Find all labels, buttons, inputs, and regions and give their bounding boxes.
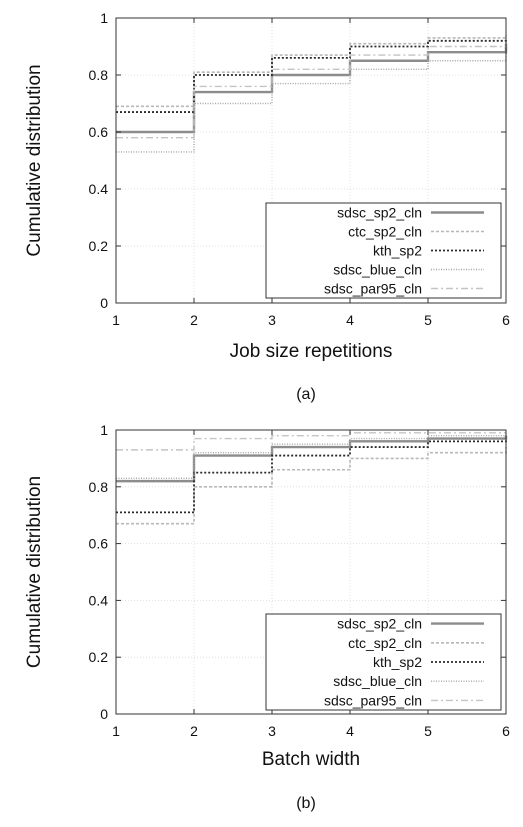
x-tick-label: 2	[190, 723, 198, 739]
x-tick-label: 3	[268, 723, 276, 739]
legend-label: sdsc_sp2_cln	[337, 616, 422, 632]
series-line-sdsc_blue_cln	[116, 434, 506, 479]
series-line-sdsc_blue_cln	[116, 52, 507, 153]
x-axis-label: Batch width	[262, 749, 360, 770]
x-tick-label: 4	[346, 723, 354, 739]
y-tick-label: 0.6	[89, 536, 109, 552]
y-tick-label: 0	[100, 706, 108, 722]
series-group	[116, 35, 508, 153]
legend-label: sdsc_blue_cln	[333, 673, 422, 689]
x-tick-label: 1	[112, 723, 120, 739]
y-tick-label: 0	[100, 295, 108, 311]
series-line-sdsc_par95_cln	[116, 40, 507, 139]
y-tick-label: 1	[100, 10, 108, 26]
x-tick-label: 3	[268, 312, 276, 328]
series-group	[116, 432, 508, 525]
legend: sdsc_sp2_cln ctc_sp2_cln kth_sp2 sdsc_blue_…	[265, 202, 502, 299]
y-tick-label: 0.2	[89, 238, 109, 254]
legend-label: kth_sp2	[373, 243, 422, 259]
legend-label: sdsc_blue_cln	[333, 262, 422, 278]
legend-box	[265, 613, 502, 711]
series-line-kth_sp2	[116, 37, 507, 113]
y-tick-label: 0.4	[89, 181, 109, 197]
y-tick-label: 0.8	[89, 67, 109, 83]
legend-label: sdsc_sp2_cln	[337, 205, 422, 221]
x-tick-label: 1	[112, 312, 120, 328]
legend-label: ctc_sp2_cln	[348, 224, 422, 240]
legend-box	[265, 202, 502, 299]
panel-caption: (b)	[296, 795, 316, 812]
y-axis-label: Cumulative distribution	[24, 476, 45, 668]
plot-frame	[115, 17, 507, 304]
legend: sdsc_sp2_cln ctc_sp2_cln kth_sp2 sdsc_blue_…	[265, 613, 502, 711]
legend-label: kth_sp2	[373, 654, 422, 670]
x-tick-label: 6	[502, 312, 510, 328]
panel-caption: (a)	[296, 386, 316, 403]
x-tick-label: 5	[424, 312, 432, 328]
series-line-kth_sp2	[116, 438, 507, 514]
y-tick-label: 0.6	[89, 124, 109, 140]
y-tick-label: 0.2	[89, 649, 109, 665]
y-tick-label: 1	[100, 422, 108, 438]
series-line-sdsc_par95_cln	[116, 432, 506, 451]
x-tick-label: 2	[190, 312, 198, 328]
x-tick-label: 4	[346, 312, 354, 328]
series-line-sdsc_sp2_cln	[116, 435, 508, 483]
legend-label: sdsc_par95_cln	[324, 281, 422, 297]
legend-label: sdsc_par95_cln	[324, 692, 422, 708]
chart-panel-b: 1 2 3 4 5 6 0 0.2 0.4 0.6 0.8 1 Batch width Cumulativ…	[24, 422, 510, 812]
series-line-ctc_sp2_cln	[116, 447, 507, 525]
x-axis-label: Job size repetitions	[230, 341, 393, 362]
y-axis-label: Cumulative distribution	[24, 64, 45, 256]
legend-label: ctc_sp2_cln	[348, 635, 422, 651]
x-tick-label: 5	[424, 723, 432, 739]
plot-frame	[115, 429, 507, 715]
x-tick-label: 6	[502, 723, 510, 739]
chart-panel-a: 1 2 3 4 5 6 0 0.2 0.4 0.6 0.8 1 Job size repetitions…	[24, 10, 510, 403]
series-line-sdsc_sp2_cln	[116, 43, 508, 134]
y-tick-label: 0.8	[89, 479, 109, 495]
y-tick-label: 0.4	[89, 592, 109, 608]
series-line-ctc_sp2_cln	[116, 35, 507, 108]
